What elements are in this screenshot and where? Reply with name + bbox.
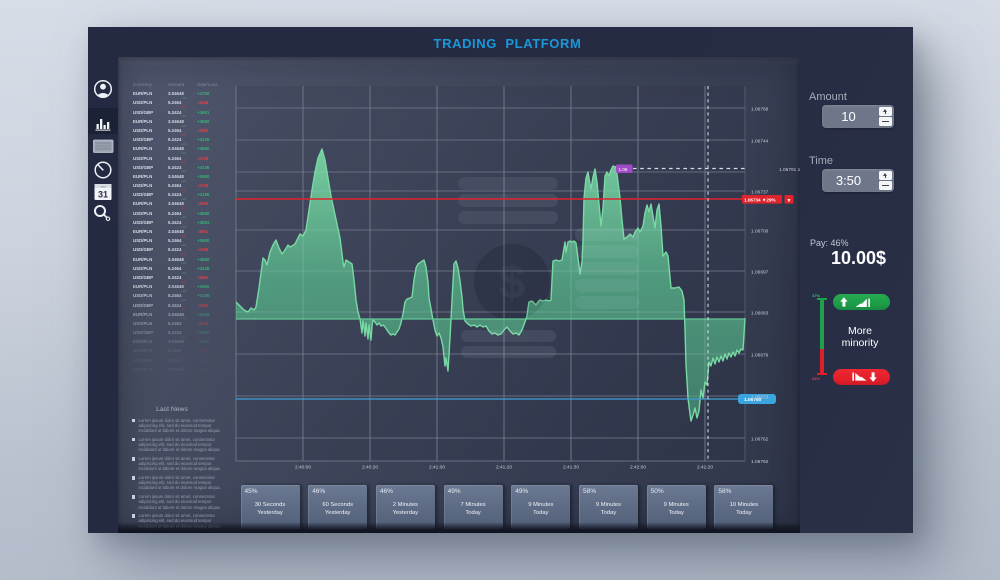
svg-text:1.06683: 1.06683 bbox=[751, 311, 769, 317]
svg-text:1.06768: 1.06768 bbox=[751, 107, 769, 113]
svg-text:2:40:00: 2:40:00 bbox=[295, 465, 311, 471]
svg-text:1.06762: 1.06762 bbox=[751, 437, 769, 443]
svg-text:1.06762: 1.06762 bbox=[751, 459, 769, 465]
svg-text:2:41:20: 2:41:20 bbox=[496, 465, 512, 471]
svg-text:2:41:30: 2:41:30 bbox=[563, 465, 579, 471]
svg-text:▼: ▼ bbox=[787, 198, 792, 204]
svg-text:2:41:00: 2:41:00 bbox=[429, 465, 445, 471]
svg-text:2:40:20: 2:40:20 bbox=[362, 465, 378, 471]
svg-text:2:42:20: 2:42:20 bbox=[697, 465, 713, 471]
svg-text:31: 31 bbox=[98, 190, 108, 200]
svg-text:1.06: 1.06 bbox=[619, 167, 628, 172]
svg-text:1.06673: 1.06673 bbox=[751, 395, 769, 401]
svg-text:1.06697: 1.06697 bbox=[751, 270, 769, 276]
svg-text:1.06750: 1.06750 bbox=[744, 397, 762, 403]
svg-text:1.06791 1: 1.06791 1 bbox=[779, 167, 800, 173]
svg-text:$: $ bbox=[499, 256, 526, 309]
svg-text:1.06737: 1.06737 bbox=[751, 190, 769, 196]
svg-text:1.06706: 1.06706 bbox=[751, 229, 769, 235]
svg-text:1.06679: 1.06679 bbox=[751, 353, 769, 359]
svg-text:nov: nov bbox=[101, 184, 106, 188]
svg-text:1.06744: 1.06744 bbox=[751, 139, 769, 145]
svg-text:1.06734 ▼29%: 1.06734 ▼29% bbox=[744, 198, 776, 203]
svg-text:2:42:00: 2:42:00 bbox=[630, 465, 646, 471]
